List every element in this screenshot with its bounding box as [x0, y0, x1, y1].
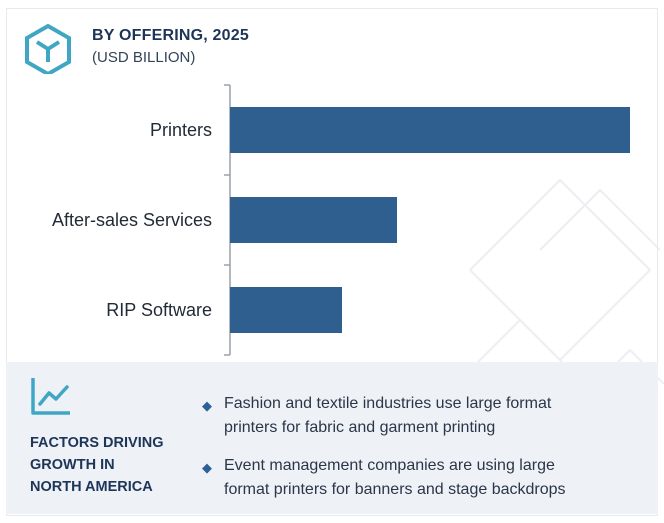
chart-title: BY OFFERING, 2025: [92, 27, 249, 44]
category-label: RIP Software: [106, 300, 212, 320]
factors-heading-line: GROWTH IN: [30, 457, 115, 473]
factor-bullet-line: format printers for banners and stage ba…: [224, 481, 566, 498]
factors-heading-line: NORTH AMERICA: [30, 479, 153, 495]
category-label: After-sales Services: [52, 210, 212, 230]
trend-chart-icon: [31, 378, 70, 415]
factor-bullet: ◆ Fashion and textile industries use lar…: [202, 392, 642, 440]
factors-heading-line: FACTORS DRIVING: [30, 435, 164, 451]
diamond-bullet-icon: ◆: [202, 460, 212, 475]
bar-after-sales-services: [230, 197, 397, 243]
factor-bullet: ◆ Event management companies are using l…: [202, 454, 642, 502]
factor-bullet-line: printers for fabric and garment printing: [224, 419, 496, 436]
factor-bullet-line: Fashion and textile industries use large…: [224, 395, 552, 412]
chart-subtitle: (USD BILLION): [92, 49, 196, 66]
factors-panel: FACTORS DRIVING GROWTH IN NORTH AMERICA …: [6, 362, 658, 514]
factors-heading: FACTORS DRIVING GROWTH IN NORTH AMERICA: [30, 432, 190, 498]
diamond-bullet-icon: ◆: [202, 398, 212, 413]
hexagon-cube-logo: [25, 24, 71, 74]
bar-printers: [230, 107, 630, 153]
category-label: Printers: [150, 120, 212, 140]
factor-bullet-line: Event management companies are using lar…: [224, 457, 555, 474]
bar-rip-software: [230, 287, 342, 333]
